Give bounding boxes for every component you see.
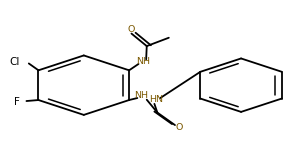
- Text: F: F: [14, 97, 20, 107]
- Text: NH: NH: [136, 57, 150, 66]
- Text: O: O: [127, 25, 135, 34]
- Text: HN: HN: [149, 95, 163, 104]
- Text: NH: NH: [134, 91, 148, 100]
- Text: O: O: [176, 123, 183, 132]
- Text: Cl: Cl: [10, 57, 20, 67]
